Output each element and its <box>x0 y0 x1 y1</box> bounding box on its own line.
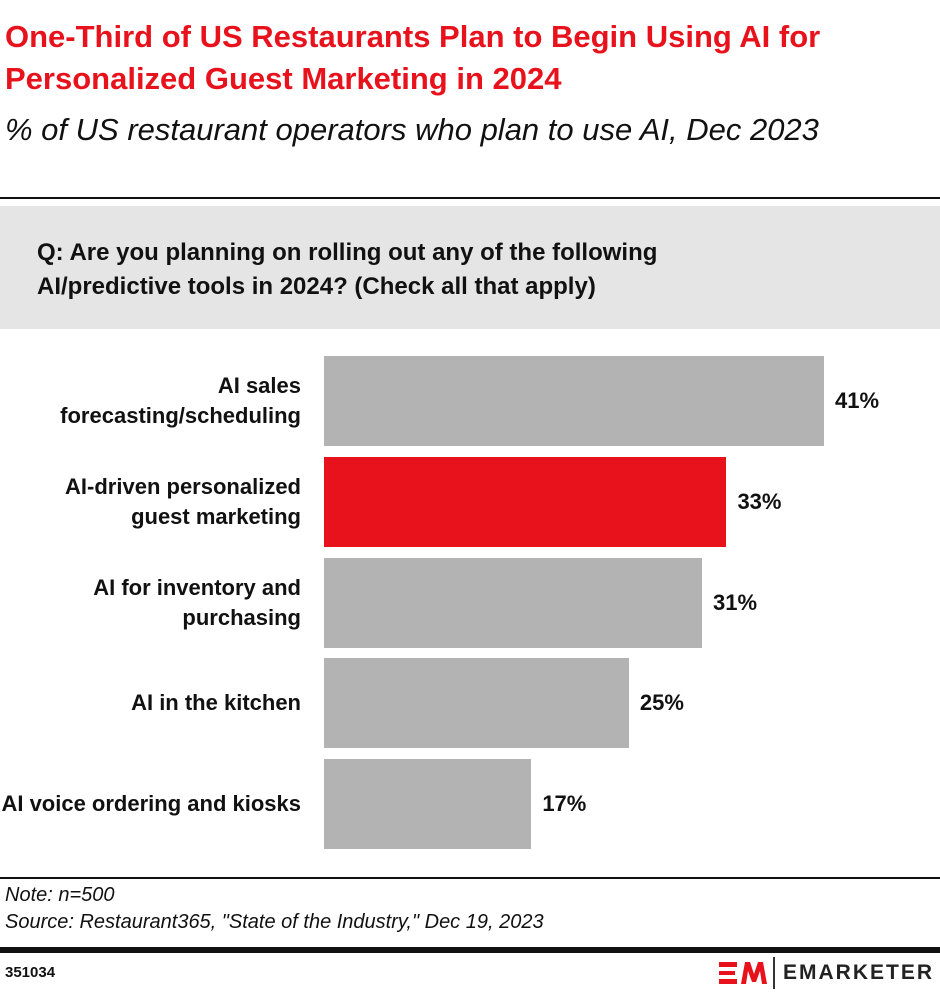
source-text: Source: Restaurant365, "State of the Ind… <box>5 911 544 933</box>
divider <box>0 197 940 199</box>
data-label: 17% <box>542 791 587 817</box>
divider <box>0 877 940 879</box>
divider <box>0 947 940 953</box>
data-label: 25% <box>639 690 684 716</box>
bar <box>324 557 703 648</box>
category-label: AI-driven personalized guest marketing <box>65 473 301 529</box>
logo-separator <box>772 957 775 989</box>
category-label: AI in the kitchen <box>131 690 301 716</box>
notes: Note: n=500 Source: Restaurant365, "Stat… <box>5 882 544 936</box>
bar <box>324 456 727 547</box>
bar <box>324 759 532 850</box>
bar <box>324 658 629 749</box>
data-label: 41% <box>835 388 880 413</box>
chart-subtitle: % of US restaurant operators who plan to… <box>5 112 819 147</box>
brand-name: EMARKETER <box>782 961 934 984</box>
em-logo-icon <box>718 962 767 984</box>
question-text: Q: Are you planning on rolling out any o… <box>37 239 658 300</box>
category-label: AI sales forecasting/scheduling <box>60 373 301 428</box>
question-box: Q: Are you planning on rolling out any o… <box>0 206 940 329</box>
chart-title: One-Third of US Restaurants Plan to Begi… <box>5 19 821 96</box>
category-label: AI for inventory and purchasing <box>93 574 301 630</box>
bar <box>324 356 824 446</box>
category-label: AI voice ordering and kiosks <box>1 791 301 817</box>
note-text: Note: n=500 <box>5 884 115 906</box>
chart-id: 351034 <box>5 964 56 981</box>
emarketer-logo: EMARKETER <box>718 957 934 989</box>
data-label: 33% <box>737 488 782 514</box>
data-label: 31% <box>713 589 758 615</box>
